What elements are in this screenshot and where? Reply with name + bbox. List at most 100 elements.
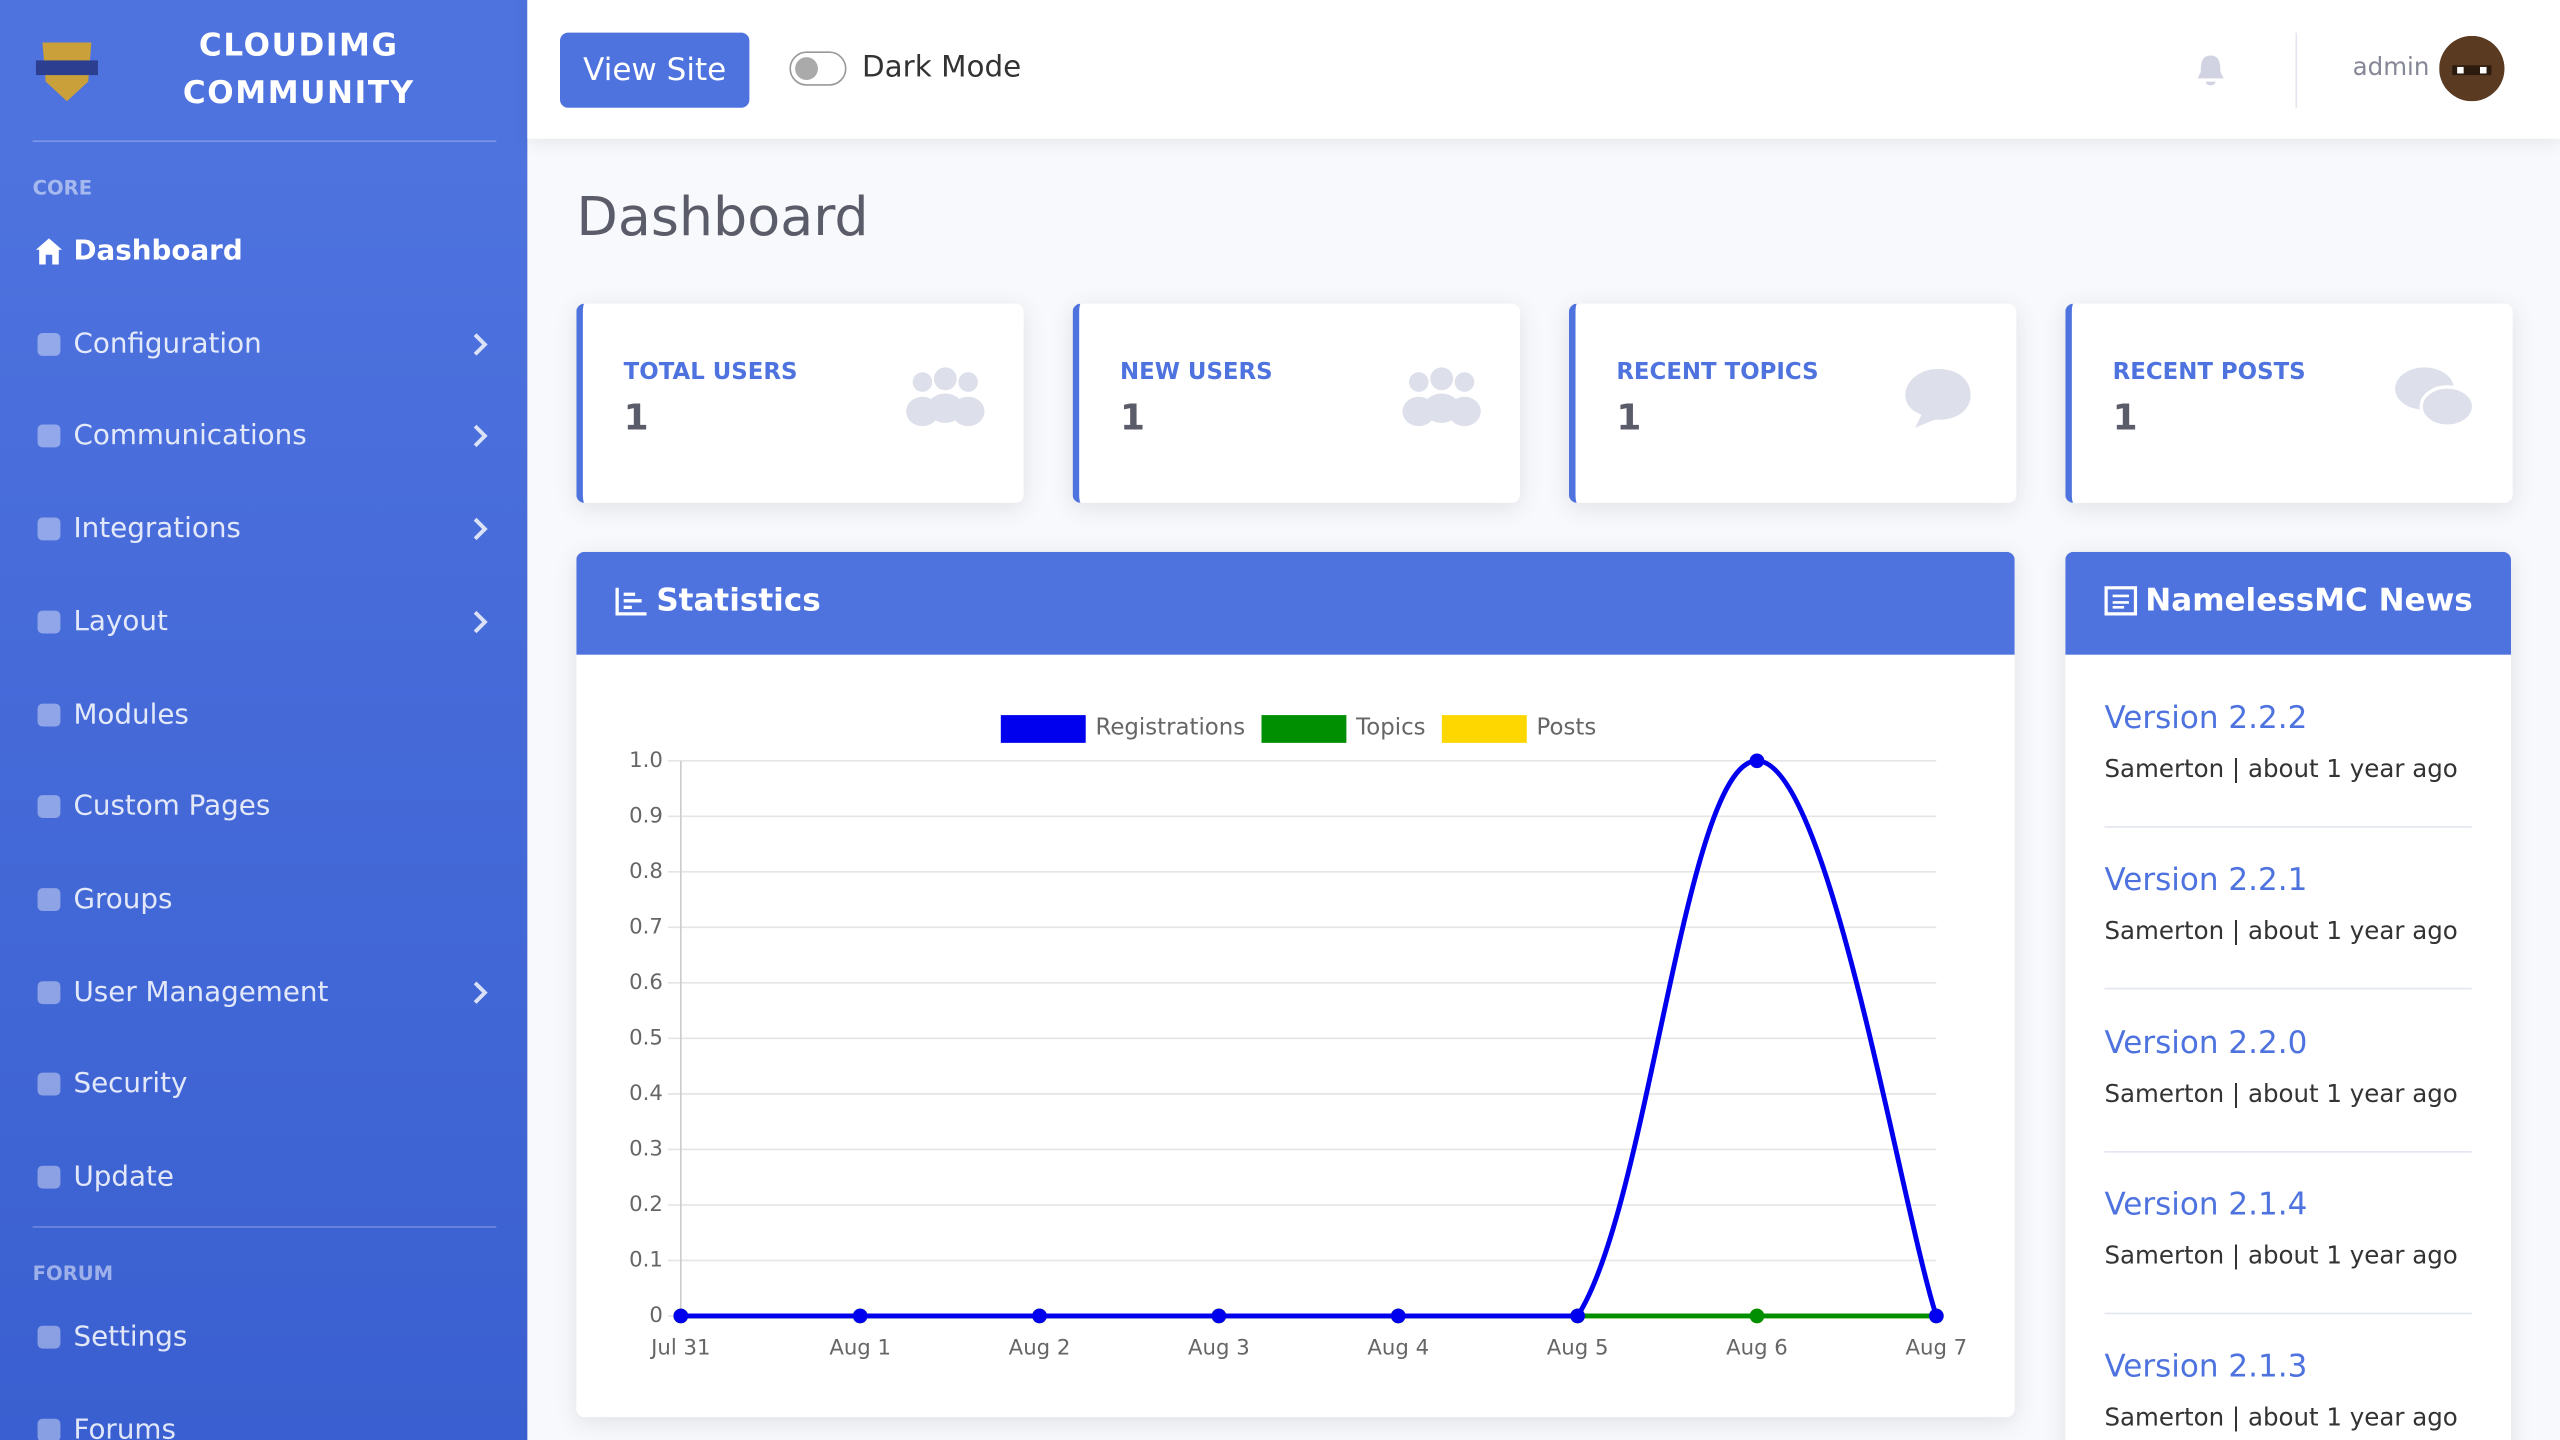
legend-swatch (1261, 715, 1347, 743)
y-tick-label: 1.0 (629, 748, 663, 773)
stat-label: RECENT POSTS (2112, 359, 2306, 386)
glyph (37, 332, 61, 356)
y-tick-label: 0.6 (629, 970, 663, 995)
chevron (473, 517, 488, 541)
legend-swatch (1000, 715, 1086, 743)
chevron-path (473, 425, 488, 448)
statistics-panel: Statistics 0 0.1 0.2 0.3 0.4 0.5 0.6 0.7 0.8 0.9 1… (576, 551, 2015, 1418)
glyph (37, 1165, 61, 1189)
nav-item[interactable]: Security (73, 1068, 188, 1101)
chevron-path (473, 610, 488, 633)
stat-card: NEW USERS 1 (1072, 303, 1520, 503)
glyph (37, 702, 61, 726)
chevron-path (473, 980, 488, 1004)
nav-icon (37, 1418, 61, 1440)
y-tick-label: 0.2 (629, 1192, 663, 1217)
toggle-label[interactable]: Dark Mode (862, 50, 1022, 85)
user-name[interactable]: admin (2352, 52, 2430, 82)
news-panel: NamelessMC News Version 2.2.2 Samerton | … (2065, 551, 2512, 1440)
nav-item[interactable]: Groups (73, 883, 173, 916)
x-tick-label: Aug 3 (1188, 1336, 1250, 1361)
legend-label: Registrations (1096, 715, 1246, 741)
stat-card: RECENT TOPICS 1 (1568, 303, 2017, 503)
icon-part (912, 372, 933, 392)
y-tick-label: 0.7 (629, 914, 663, 939)
icon-part (1408, 372, 1429, 392)
icon-part (1430, 367, 1454, 391)
point (1211, 1308, 1227, 1324)
nav-item[interactable]: Configuration (73, 327, 262, 361)
nav-item[interactable]: User Management (73, 975, 329, 1009)
chevron (473, 610, 488, 633)
divider (2104, 826, 2472, 828)
news-title[interactable]: Version 2.2.0 (2104, 1024, 2308, 1061)
icon-part (951, 396, 985, 427)
icon-part (1448, 396, 1481, 427)
nav-item[interactable]: Communications (73, 420, 307, 453)
nav-icon (37, 425, 61, 448)
divider (2104, 1150, 2472, 1152)
logo[interactable] (33, 36, 102, 105)
view-site-button[interactable]: View Site (560, 32, 750, 108)
chevron (473, 980, 488, 1004)
divider (2295, 32, 2298, 108)
nav-item[interactable]: Settings (73, 1320, 188, 1354)
glyph (37, 1073, 61, 1096)
nav-item[interactable]: Layout (73, 605, 168, 639)
series-line (680, 758, 1939, 1319)
bell-icon[interactable] (2194, 52, 2227, 88)
stat-icon (906, 367, 985, 427)
stat-icon (2395, 367, 2476, 428)
nav-item[interactable]: Modules (73, 697, 189, 731)
glyph (37, 425, 61, 448)
news-title[interactable]: Version 2.2.1 (2104, 862, 2308, 899)
icon-part (1454, 372, 1475, 392)
icon-part (933, 367, 957, 391)
nav-item[interactable]: Forums (73, 1413, 176, 1440)
point (1570, 1308, 1585, 1324)
point (1390, 1308, 1406, 1324)
nav-icon (37, 702, 61, 726)
nav-item[interactable]: Dashboard (73, 235, 243, 268)
avatar[interactable] (2439, 35, 2505, 102)
brand[interactable]: CLOUDIMG COMMUNITY (182, 27, 415, 112)
topbar: View Site Dark Mode admin (527, 0, 2560, 139)
page-title: Dashboard (576, 184, 869, 249)
point (1749, 753, 1765, 769)
nav-item[interactable]: Integrations (73, 512, 241, 546)
glyph (37, 610, 61, 634)
icon-part (2419, 385, 2476, 428)
nav-item[interactable]: Custom Pages (73, 790, 271, 824)
news-title[interactable]: Version 2.1.3 (2104, 1348, 2308, 1385)
stat-label: TOTAL USERS (623, 359, 798, 386)
toggle[interactable] (789, 51, 848, 90)
x-tick-label: Aug 6 (1726, 1336, 1788, 1361)
divider (32, 1226, 497, 1228)
news-meta: Samerton | about 1 year ago (2104, 754, 2458, 784)
nav-icon (37, 332, 61, 356)
point (1749, 1308, 1765, 1324)
house (35, 238, 63, 265)
glyph (37, 1325, 61, 1349)
x-tick-label: Aug 4 (1367, 1336, 1429, 1361)
point (1928, 1308, 1944, 1324)
stat-card: RECENT POSTS 1 (2065, 303, 2513, 503)
divider (2104, 1312, 2472, 1315)
news-title[interactable]: Version 2.1.4 (2104, 1186, 2308, 1223)
nav-icon (35, 238, 63, 265)
divider (32, 140, 497, 143)
y-tick-label: 0.1 (629, 1247, 663, 1272)
nav-item[interactable]: Update (73, 1160, 175, 1194)
chart-title: Statistics (656, 582, 821, 619)
news-title[interactable]: Version 2.2.2 (2104, 700, 2308, 737)
news-meta: Samerton | about 1 year ago (2104, 916, 2458, 946)
chevron (473, 425, 488, 448)
x-tick-label: Aug 1 (829, 1336, 891, 1361)
stat-icon (1905, 368, 1971, 428)
y-tick-label: 0 (649, 1303, 663, 1328)
glyph (37, 517, 61, 541)
nav-icon (37, 1325, 61, 1349)
x-tick-label: Aug 7 (1905, 1336, 1967, 1361)
panel-header: NamelessMC News (2065, 551, 2512, 655)
